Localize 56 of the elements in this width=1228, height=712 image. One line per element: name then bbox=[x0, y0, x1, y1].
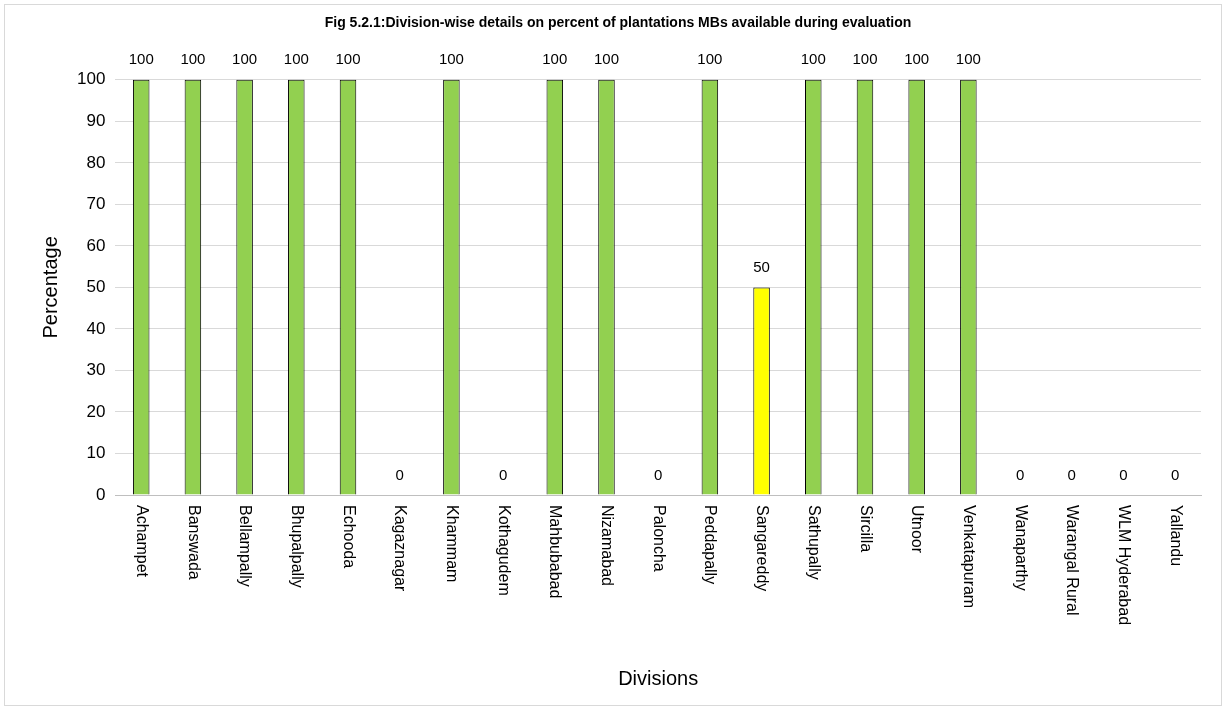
data-label: 100 bbox=[955, 50, 981, 68]
data-label: 0 bbox=[395, 465, 404, 483]
y-tick-label: 30 bbox=[86, 360, 106, 380]
x-tick-label: Peddapally bbox=[702, 505, 720, 585]
x-tick-label: Wanaparthy bbox=[1012, 505, 1030, 591]
x-tick-label: Kagaznagar bbox=[392, 505, 410, 592]
data-label: 100 bbox=[180, 50, 206, 68]
data-label: 100 bbox=[283, 50, 309, 68]
y-tick-label: 20 bbox=[86, 401, 106, 421]
x-tick-label: Utnoor bbox=[909, 505, 927, 554]
data-label: 100 bbox=[232, 50, 258, 68]
data-label: 50 bbox=[753, 258, 770, 276]
data-label: 0 bbox=[1119, 465, 1128, 483]
data-label: 0 bbox=[1067, 465, 1076, 483]
data-label: 100 bbox=[697, 50, 723, 68]
data-label: 0 bbox=[1170, 465, 1180, 483]
x-tick-label: WLM Hyderabad bbox=[1116, 505, 1134, 626]
y-tick-label: 100 bbox=[76, 69, 106, 89]
x-tick-label: Yallandu bbox=[1167, 505, 1185, 567]
y-axis-title: Percentage bbox=[38, 236, 61, 339]
data-label: 0 bbox=[1015, 465, 1025, 483]
x-tick-label: Sangareddy bbox=[754, 505, 772, 592]
y-tick-label: 0 bbox=[95, 484, 106, 504]
x-tick-label: Warangal Rural bbox=[1064, 505, 1082, 616]
data-label: 100 bbox=[800, 50, 826, 68]
data-label: 100 bbox=[542, 50, 568, 68]
x-tick-label: Echooda bbox=[340, 505, 358, 569]
x-tick-label: Kothagudem bbox=[495, 505, 513, 596]
data-label: 100 bbox=[904, 50, 930, 68]
x-tick-label: Achampet bbox=[133, 505, 151, 578]
x-tick-label: Sircilla bbox=[857, 505, 875, 553]
x-tick-label: Paloncha bbox=[650, 505, 668, 572]
y-tick-label: 60 bbox=[86, 235, 106, 255]
x-tick-label: Mahbubabad bbox=[547, 505, 565, 599]
data-label: 100 bbox=[593, 50, 619, 68]
data-label: 100 bbox=[852, 50, 878, 68]
x-axis-title: Divisions bbox=[618, 666, 699, 689]
data-label: 0 bbox=[654, 465, 663, 483]
chart-title: Fig 5.2.1:Division-wise details on percent of plantations MBs available during evaluation bbox=[324, 14, 912, 31]
data-label: 0 bbox=[498, 465, 508, 483]
x-tick-label: Venkatapuram bbox=[960, 505, 978, 609]
y-tick-label: 70 bbox=[86, 194, 106, 214]
y-tick-label: 40 bbox=[86, 318, 106, 338]
data-label: 100 bbox=[438, 50, 464, 68]
data-label: 100 bbox=[335, 50, 361, 68]
data-label: 100 bbox=[128, 50, 154, 68]
x-tick-label: Banswada bbox=[185, 505, 203, 580]
y-tick-label: 50 bbox=[86, 277, 106, 297]
x-tick-label: Nizamabad bbox=[599, 505, 617, 586]
x-tick-label: Khammam bbox=[443, 505, 461, 583]
y-tick-label: 10 bbox=[86, 443, 106, 463]
x-tick-label: Sathupally bbox=[805, 505, 823, 580]
x-tick-label: Bhupalpally bbox=[288, 505, 306, 588]
y-tick-label: 80 bbox=[86, 152, 106, 172]
x-tick-label: Bellampally bbox=[237, 505, 255, 587]
y-tick-label: 90 bbox=[86, 111, 106, 131]
